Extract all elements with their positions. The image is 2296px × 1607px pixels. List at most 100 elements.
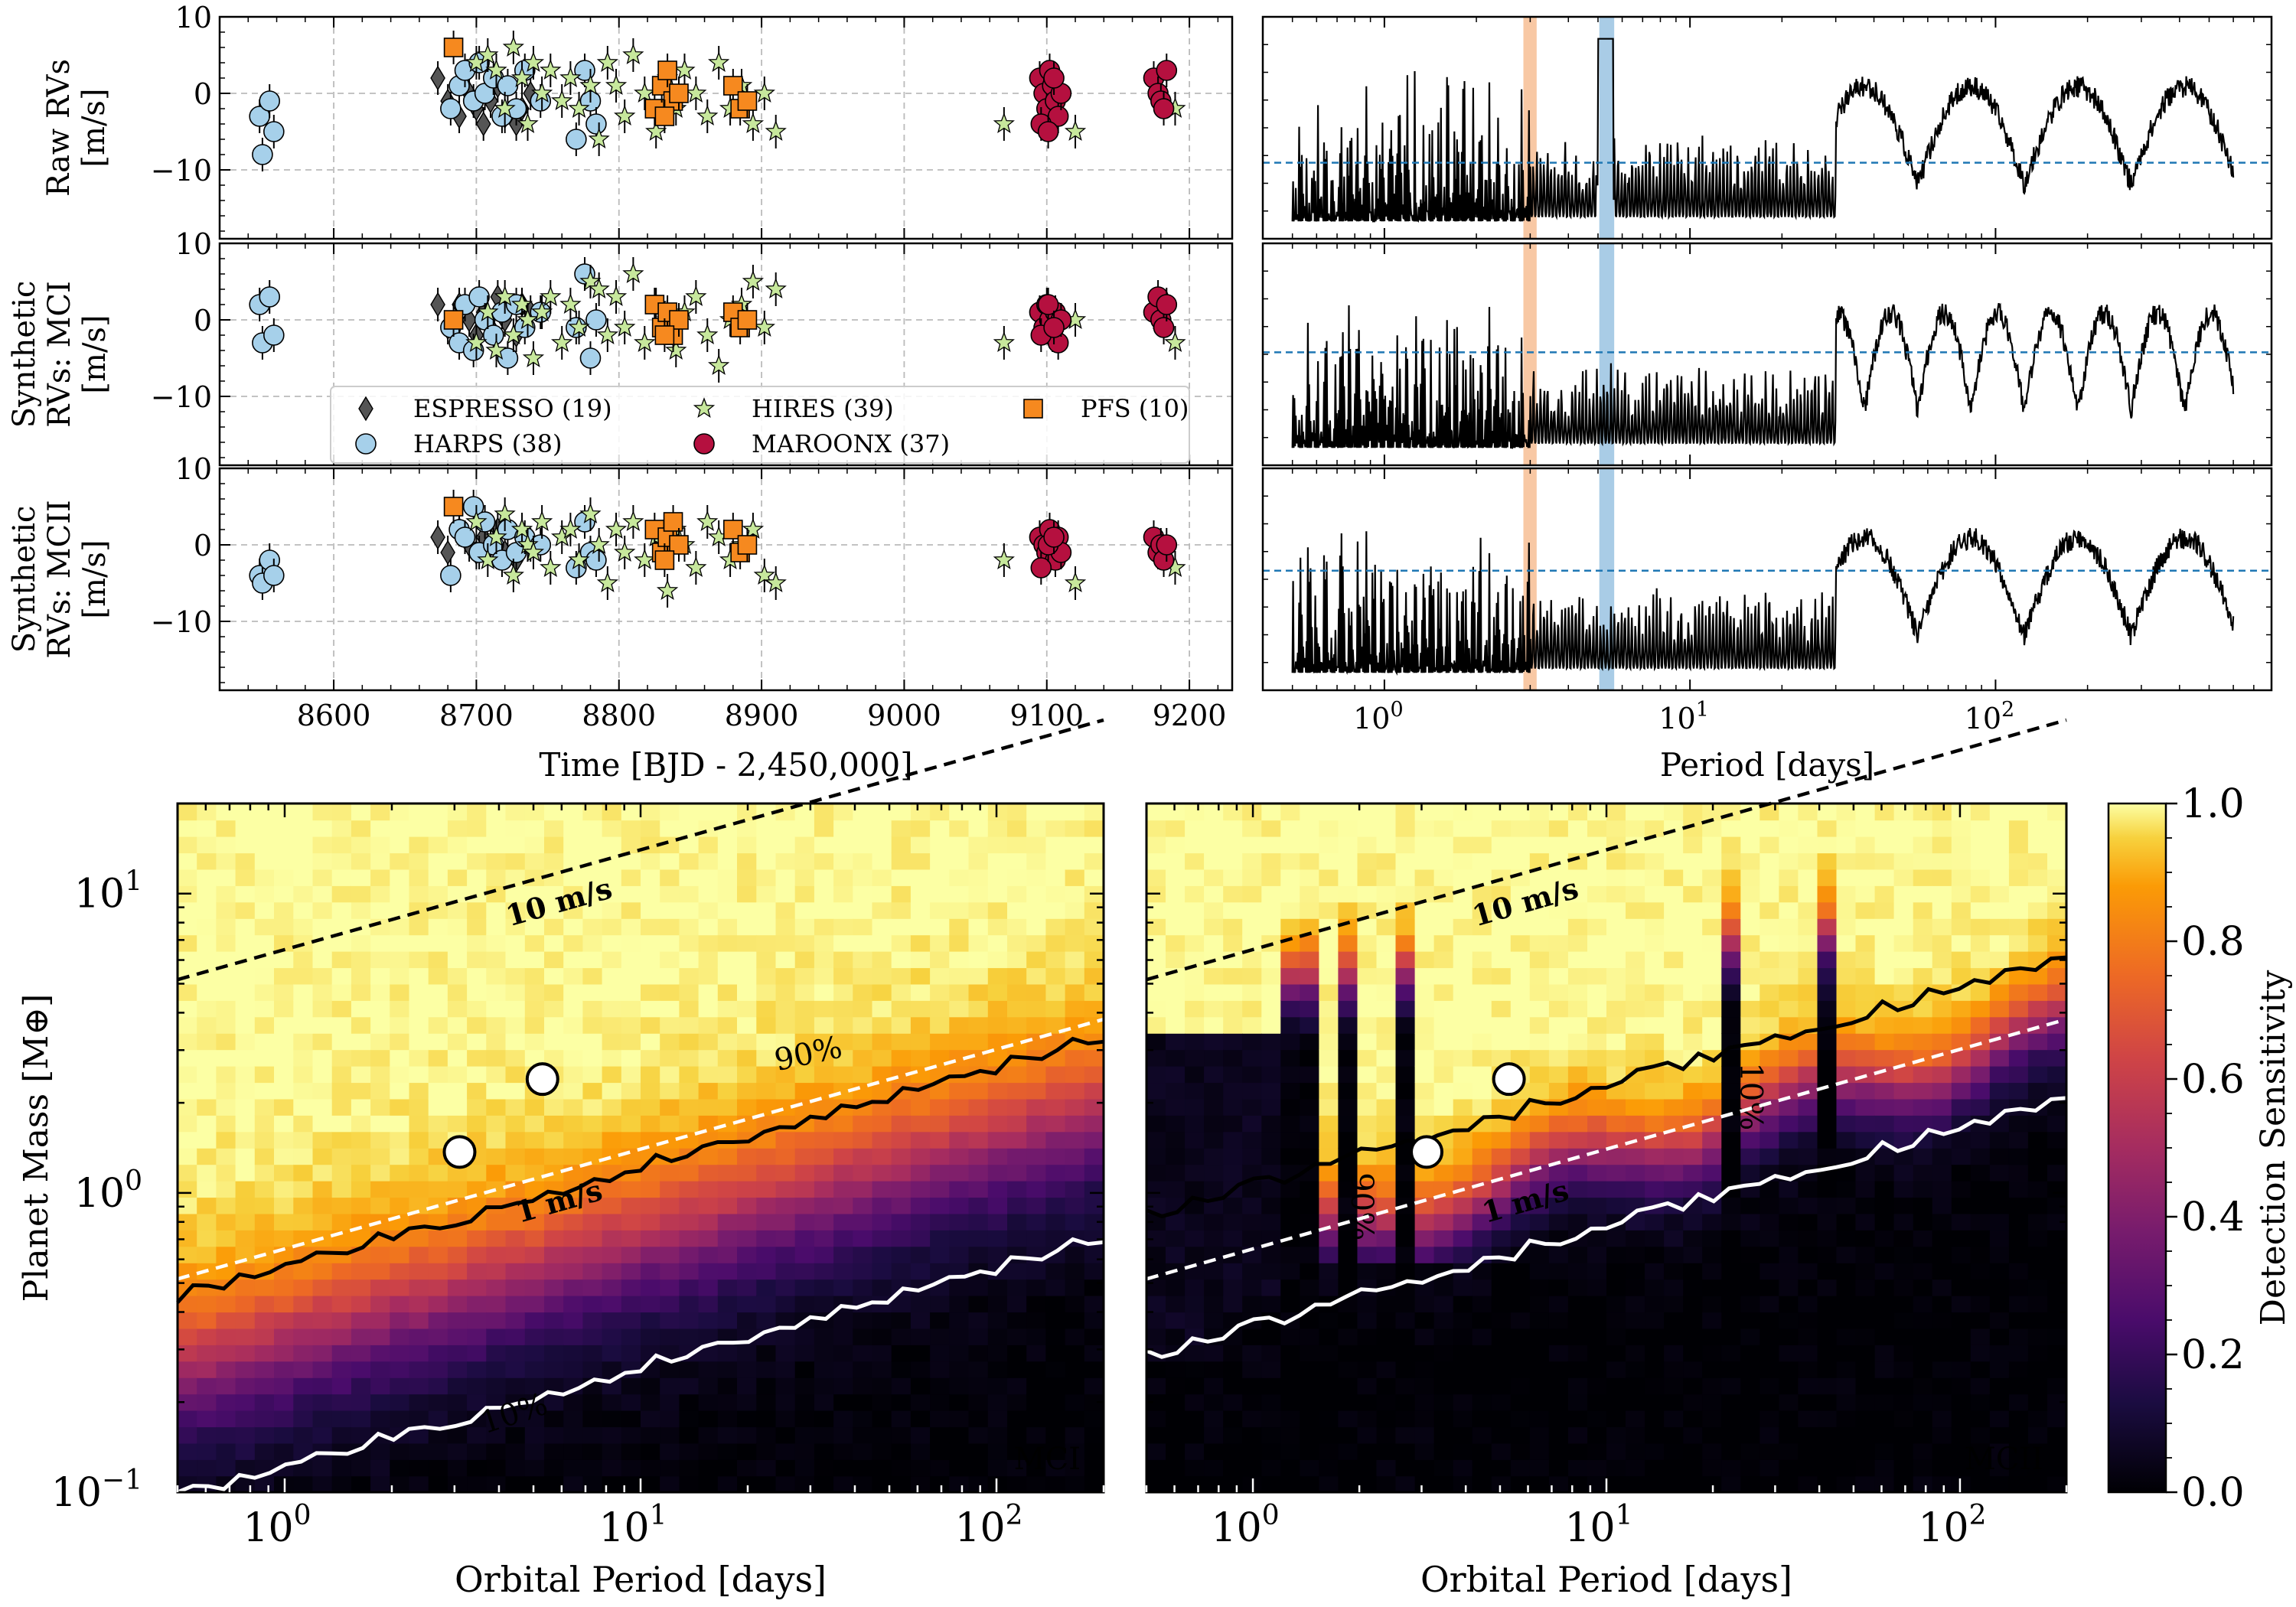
sensitivity-cell	[833, 1459, 854, 1477]
sensitivity-cell	[1510, 1049, 1531, 1067]
sensitivity-cell	[178, 1312, 197, 1329]
sensitivity-cell	[1045, 983, 1066, 1001]
sensitivity-cell	[1548, 1393, 1569, 1411]
sensitivity-cell	[987, 1049, 1008, 1067]
sensitivity-cell	[1683, 1361, 1703, 1378]
sensitivity-cell	[197, 918, 217, 936]
sensitivity-cell	[1721, 1475, 1742, 1493]
sensitivity-cell	[1491, 1295, 1512, 1313]
sensitivity-cell	[563, 1033, 584, 1051]
sensitivity-cell	[1740, 1263, 1761, 1280]
sensitivity-cell	[1606, 1345, 1626, 1362]
sensitivity-cell	[1740, 1082, 1761, 1100]
sensitivity-cell	[428, 1328, 448, 1345]
sensitivity-cell	[428, 967, 448, 985]
sensitivity-cell	[1414, 1082, 1435, 1100]
sensitivity-cell	[891, 1475, 912, 1493]
sensitivity-cell	[794, 1197, 815, 1214]
sensitivity-cell	[178, 820, 197, 837]
sensitivity-cell	[1065, 1246, 1085, 1263]
sensitivity-cell	[679, 1312, 700, 1329]
sensitivity-cell	[274, 1164, 294, 1182]
sensitivity-cell	[1185, 967, 1205, 985]
sensitivity-cell	[1817, 1459, 1838, 1477]
sensitivity-cell	[1223, 983, 1243, 1001]
sensitivity-cell	[1242, 983, 1262, 1001]
sensitivity-cell	[1721, 1000, 1742, 1018]
sensitivity-cell	[486, 1213, 507, 1231]
sensitivity-cell	[891, 1312, 912, 1329]
sensitivity-cell	[1026, 934, 1047, 952]
sensitivity-cell	[1433, 1213, 1454, 1231]
sensitivity-cell	[602, 1082, 622, 1100]
sensitivity-cell	[390, 1442, 410, 1460]
sensitivity-cell	[1319, 820, 1339, 837]
sensitivity-cell	[1491, 869, 1512, 886]
sensitivity-cell	[582, 918, 603, 936]
sensitivity-cell	[1645, 1410, 1665, 1428]
sensitivity-cell	[1166, 1065, 1186, 1084]
sensitivity-cell	[1045, 1065, 1066, 1084]
sensitivity-cell	[409, 1016, 429, 1034]
sensitivity-cell	[1587, 804, 1607, 821]
sensitivity-cell	[428, 1475, 448, 1493]
sensitivity-cell	[1529, 804, 1550, 821]
sensitivity-cell	[1357, 1033, 1378, 1051]
sensitivity-cell	[1606, 1197, 1626, 1214]
sensitivity-cell	[1357, 885, 1378, 903]
sensitivity-cell	[409, 983, 429, 1001]
sensitivity-cell	[1146, 1197, 1166, 1214]
sensitivity-cell	[949, 1115, 970, 1133]
sensitivity-cell	[1626, 1000, 1645, 1018]
sensitivity-cell	[1280, 1279, 1301, 1296]
sensitivity-cell	[602, 1049, 622, 1067]
data-point	[696, 510, 719, 531]
sensitivity-cell	[621, 1263, 641, 1280]
sensitivity-cell	[641, 804, 660, 821]
sensitivity-cell	[1045, 967, 1066, 985]
sensitivity-cell	[1146, 1377, 1166, 1395]
sensitivity-cell	[331, 1393, 352, 1411]
sensitivity-cell	[698, 983, 719, 1001]
sensitivity-cell	[390, 918, 410, 936]
sensitivity-cell	[1645, 1328, 1665, 1345]
sensitivity-cell	[872, 885, 892, 903]
sensitivity-cell	[1185, 804, 1205, 821]
sensitivity-cell	[1242, 1148, 1262, 1165]
sensitivity-cell	[1740, 1115, 1761, 1133]
sensitivity-cell	[351, 1164, 371, 1182]
sensitivity-cell	[582, 885, 603, 903]
sensitivity-cell	[1338, 836, 1358, 854]
sensitivity-cell	[1433, 1410, 1454, 1428]
sensitivity-cell	[1510, 934, 1531, 952]
sensitivity-cell	[1185, 1459, 1205, 1477]
sensitivity-cell	[1433, 983, 1454, 1001]
sensitivity-cell	[1007, 1312, 1027, 1329]
sensitivity-cell	[1587, 918, 1607, 936]
sensitivity-cell	[1587, 1475, 1607, 1493]
sensitivity-cell	[1491, 1361, 1512, 1378]
x-tick-label: 101	[598, 1500, 667, 1551]
sensitivity-cell	[1760, 1197, 1780, 1214]
sensitivity-cell	[447, 1033, 468, 1051]
sensitivity-cell	[274, 1131, 294, 1149]
sensitivity-cell	[544, 1230, 564, 1247]
sensitivity-cell	[1567, 1246, 1588, 1263]
sensitivity-cell	[717, 1361, 738, 1378]
sensitivity-cell	[1007, 1098, 1027, 1116]
sensitivity-cell	[833, 983, 854, 1001]
sensitivity-cell	[891, 869, 912, 886]
sensitivity-cell	[1472, 1131, 1492, 1149]
sensitivity-cell	[544, 950, 564, 969]
sensitivity-cell	[582, 983, 603, 1001]
sensitivity-cell	[1357, 1000, 1378, 1018]
sensitivity-cell	[409, 1180, 429, 1198]
sensitivity-cell	[1548, 1295, 1569, 1313]
sensitivity-cell	[197, 934, 217, 952]
sensitivity-cell	[698, 1065, 719, 1084]
sensitivity-cell	[1567, 1164, 1588, 1182]
sensitivity-cell	[1548, 1410, 1569, 1428]
sensitivity-cell	[1836, 1082, 1857, 1100]
sensitivity-cell	[1146, 820, 1166, 837]
